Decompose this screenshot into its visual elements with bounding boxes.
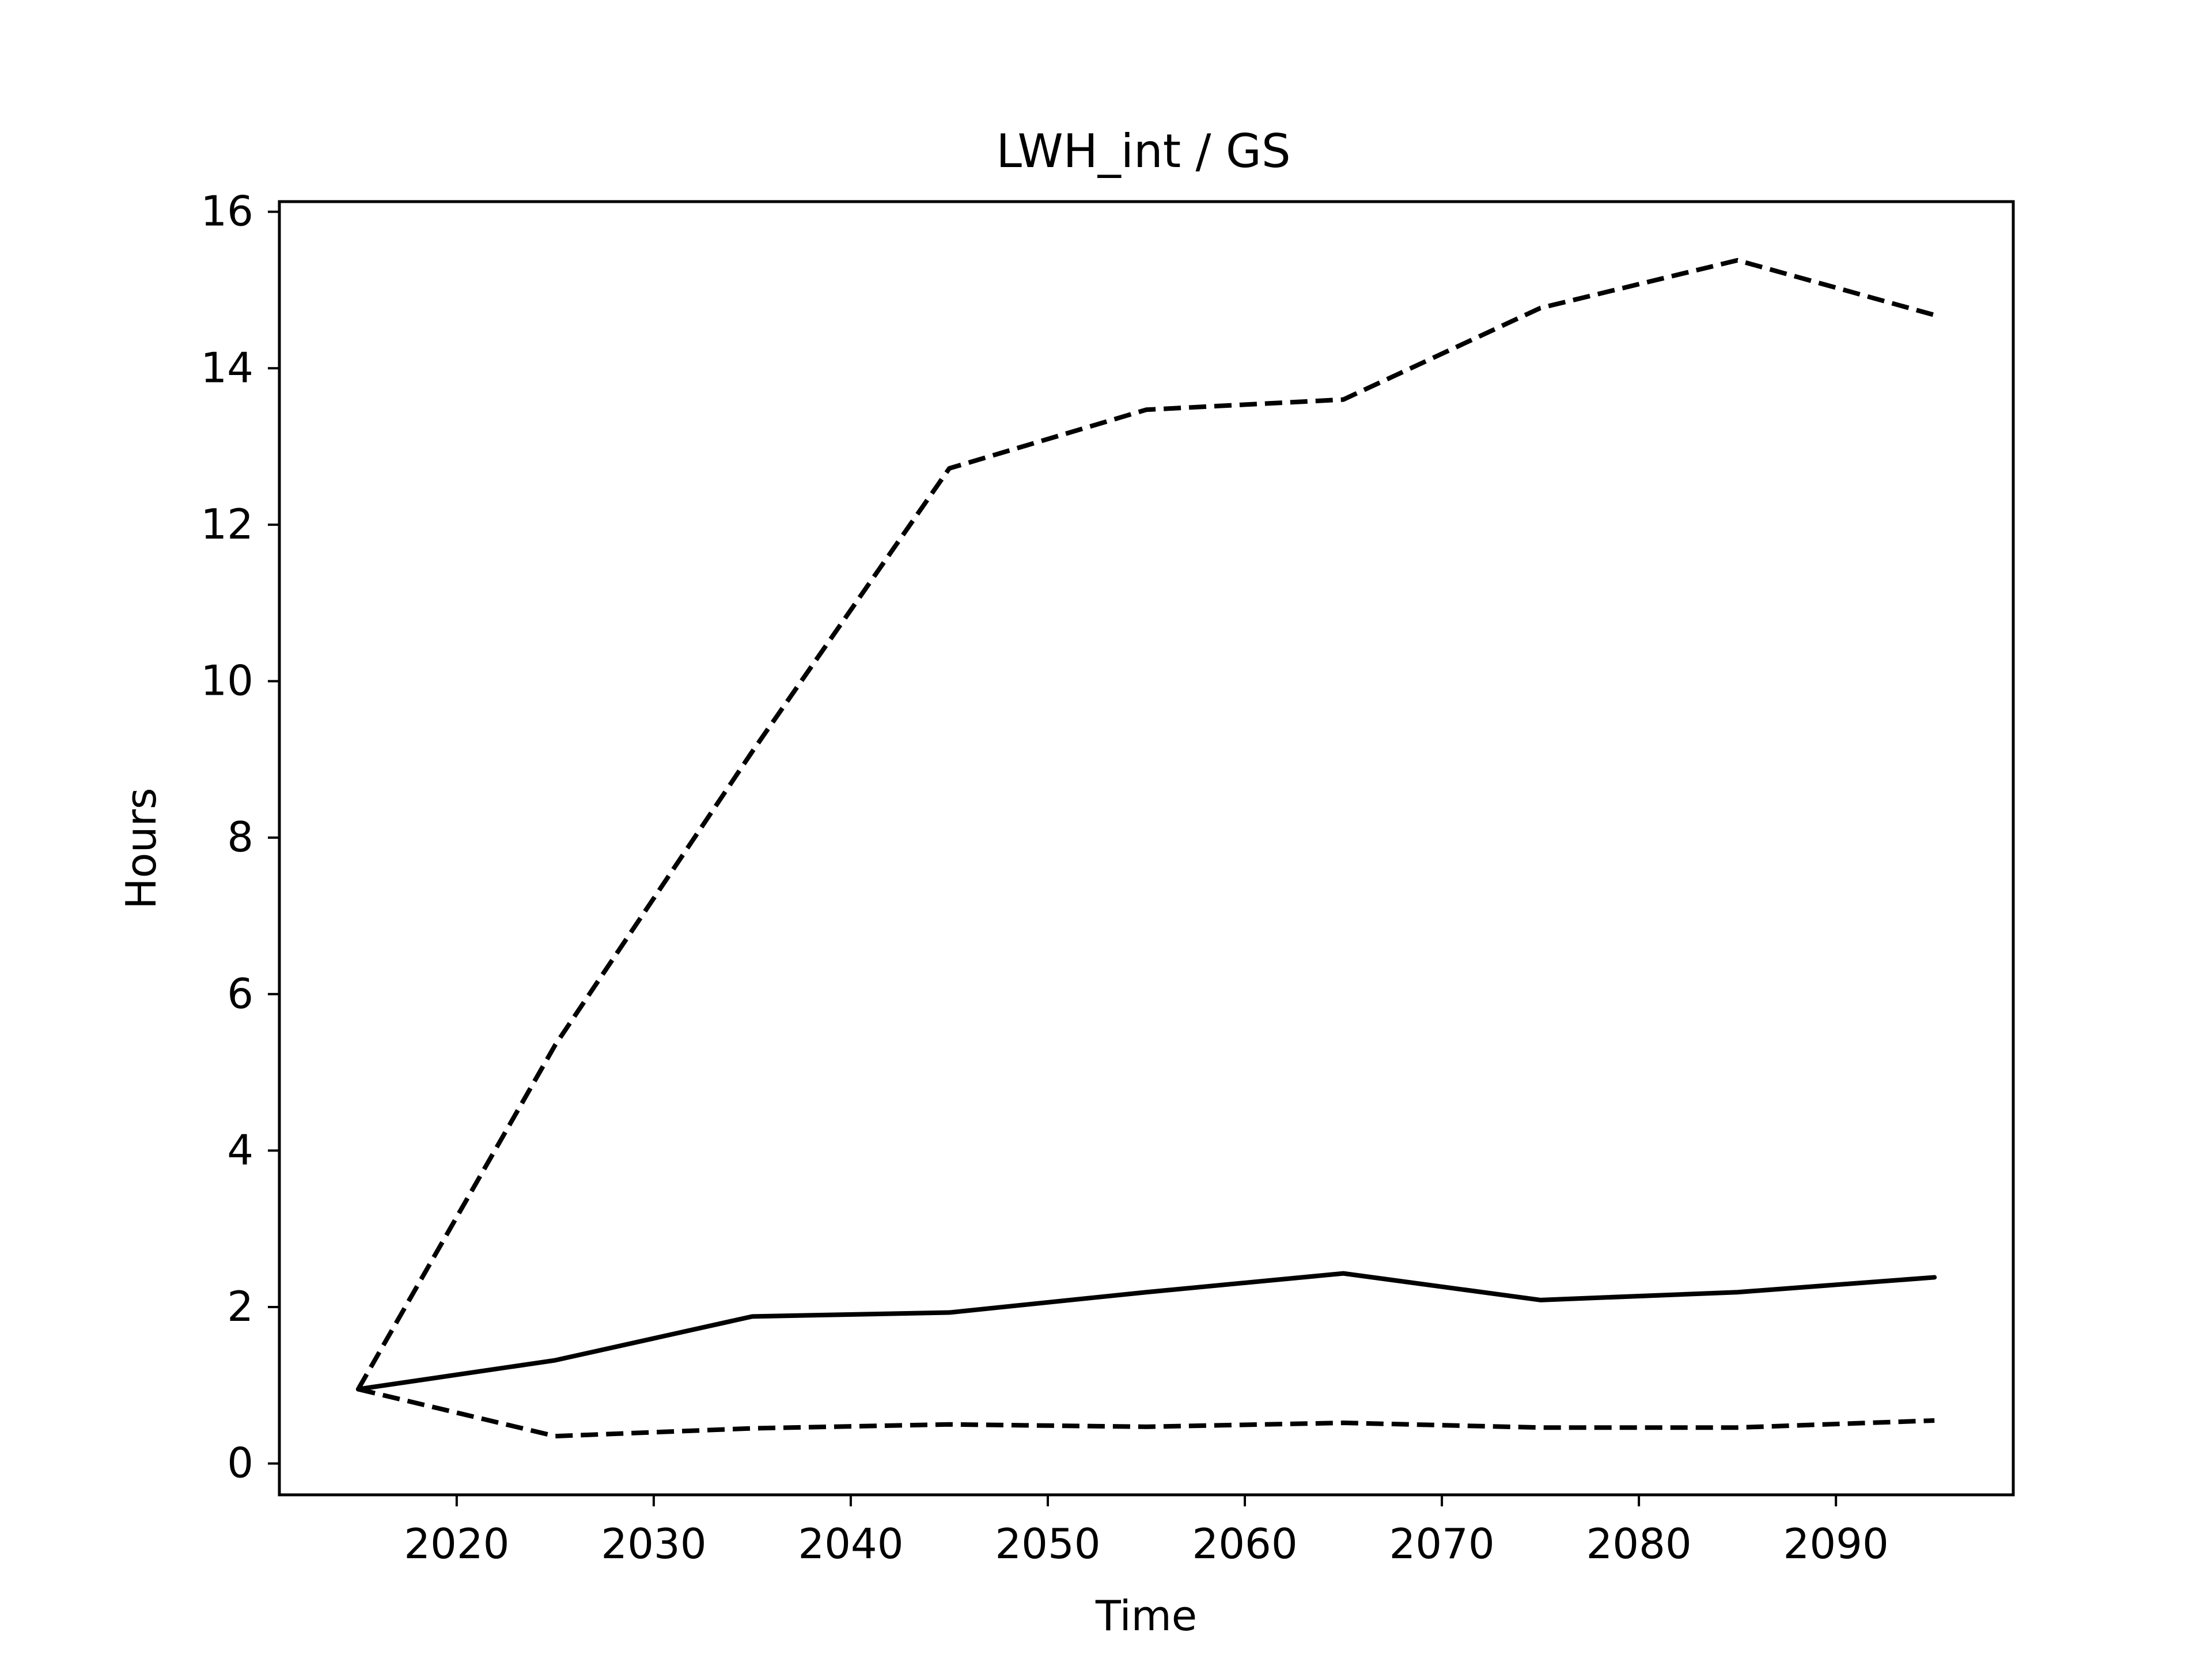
y-tick-label: 16 (200, 187, 253, 236)
y-tick-label: 8 (227, 813, 253, 861)
series-line-1 (355, 1271, 1937, 1392)
x-tick-label: 2080 (1586, 1520, 1691, 1568)
x-tick-label: 2020 (404, 1520, 509, 1568)
x-axis-ticks: 2020 2030 2040 2050 2060 2070 2080 2090 (404, 1495, 1889, 1568)
y-tick-label: 10 (200, 657, 253, 705)
y-axis-label: Hours (117, 788, 165, 910)
x-tick-label: 2030 (601, 1520, 706, 1568)
x-tick-label: 2060 (1192, 1520, 1297, 1568)
y-tick-label: 6 (227, 969, 253, 1018)
x-tick-label: 2090 (1783, 1520, 1889, 1568)
y-tick-label: 0 (227, 1439, 253, 1487)
y-tick-label: 2 (227, 1282, 253, 1331)
x-axis-label: Time (1095, 1592, 1197, 1640)
series-lines (355, 257, 1937, 1439)
x-tick-label: 2050 (995, 1520, 1100, 1568)
chart-title: LWH_int / GS (996, 124, 1290, 178)
series-line-3 (357, 1387, 1935, 1439)
series-line-2 (356, 257, 1936, 1391)
y-axis-ticks: 0 2 4 6 8 10 12 14 16 (200, 187, 279, 1487)
y-tick-label: 14 (200, 343, 253, 392)
x-tick-label: 2070 (1389, 1520, 1494, 1568)
y-tick-label: 4 (227, 1126, 253, 1174)
axes-frame (278, 200, 2015, 1497)
y-tick-label: 12 (200, 500, 253, 548)
x-tick-label: 2040 (798, 1520, 903, 1568)
